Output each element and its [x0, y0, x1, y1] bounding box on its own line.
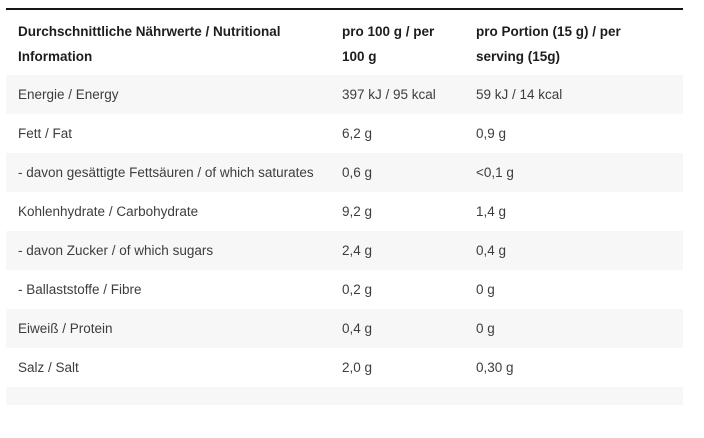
table-row-saturates: - davon gesättigte Fettsäuren / of which…	[6, 153, 683, 192]
table-row-sugars: - davon Zucker / of which sugars 2,4 g 0…	[6, 231, 683, 270]
per-100g-value: 0,6 g	[342, 165, 373, 180]
nutrition-table: Durchschnittliche Nährwerte / Nutritiona…	[6, 8, 683, 405]
per-serving-value: 0,9 g	[476, 126, 507, 141]
header-per-100g: pro 100 g / per 100 g	[330, 9, 464, 75]
header-per-serving: pro Portion (15 g) / per serving (15g)	[464, 9, 683, 75]
per-serving-value: <0,1 g	[476, 165, 514, 180]
table-row-protein: Eiweiß / Protein 0,4 g 0 g	[6, 309, 683, 348]
per-serving-value: 0,30 g	[476, 360, 514, 375]
header-row: Durchschnittliche Nährwerte / Nutritiona…	[6, 9, 683, 75]
per-serving-value: 0 g	[476, 282, 495, 297]
row-label: Energie / Energy	[18, 87, 119, 102]
header-nutrients: Durchschnittliche Nährwerte / Nutritiona…	[6, 9, 330, 75]
per-serving-value: 0 g	[476, 321, 495, 336]
table-row-fibre: - Ballaststoffe / Fibre 0,2 g 0 g	[6, 270, 683, 309]
row-label: Fett / Fat	[18, 126, 73, 141]
per-serving-value: 0,4 g	[476, 243, 507, 258]
per-100g-value: 0,2 g	[342, 282, 373, 297]
per-100g-value: 2,4 g	[342, 243, 373, 258]
per-serving-value: 59 kJ / 14 kcal	[476, 87, 563, 102]
header-nutrients-line2: Information	[18, 49, 93, 64]
row-label: Salz / Salt	[18, 360, 79, 375]
per-100g-value: 2,0 g	[342, 360, 373, 375]
header-nutrients-line1: Durchschnittliche Nährwerte / Nutritiona…	[18, 24, 281, 39]
nutrition-section: Durchschnittliche Nährwerte / Nutritiona…	[6, 8, 683, 405]
per-100g-value: 9,2 g	[342, 204, 373, 219]
per-serving-value: 1,4 g	[476, 204, 507, 219]
row-label: - davon gesättigte Fettsäuren / of which…	[18, 165, 314, 180]
header-per-100g-line1: pro 100 g / per	[342, 24, 435, 39]
empty-cell	[6, 387, 683, 405]
header-per-serving-line1: pro Portion (15 g) / per	[476, 24, 621, 39]
row-label: - Ballaststoffe / Fibre	[18, 282, 142, 297]
table-row-energy: Energie / Energy 397 kJ / 95 kcal 59 kJ …	[6, 75, 683, 114]
table-row-fat: Fett / Fat 6,2 g 0,9 g	[6, 114, 683, 153]
header-per-100g-line2: 100 g	[342, 49, 377, 64]
header-per-serving-line2: serving (15g)	[476, 49, 561, 64]
row-label: Kohlenhydrate / Carbohydrate	[18, 204, 199, 219]
per-100g-value: 6,2 g	[342, 126, 373, 141]
per-100g-value: 397 kJ / 95 kcal	[342, 87, 436, 102]
per-100g-value: 0,4 g	[342, 321, 373, 336]
row-label: - davon Zucker / of which sugars	[18, 243, 214, 258]
table-row-salt: Salz / Salt 2,0 g 0,30 g	[6, 348, 683, 387]
table-row-carbohydrate: Kohlenhydrate / Carbohydrate 9,2 g 1,4 g	[6, 192, 683, 231]
empty-row	[6, 387, 683, 405]
row-label: Eiweiß / Protein	[18, 321, 113, 336]
